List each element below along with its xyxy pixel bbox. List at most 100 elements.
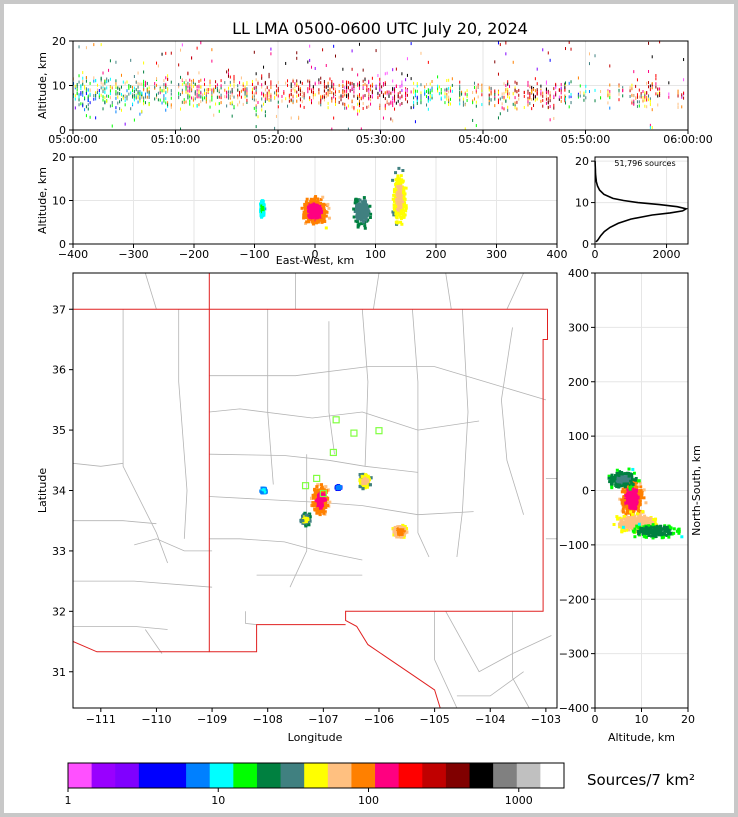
time-height-source: [307, 80, 308, 83]
time-height-source: [163, 79, 164, 82]
time-height-source: [641, 94, 642, 97]
time-height-source: [195, 92, 196, 95]
time-height-source: [80, 87, 81, 90]
time-height-source: [646, 91, 647, 94]
east-west-density-cell: [400, 174, 403, 177]
time-height-source: [184, 98, 185, 101]
time-height-source: [359, 81, 360, 84]
time-height-source: [377, 92, 378, 95]
time-height-source: [365, 94, 366, 97]
east-west-density-cell: [399, 221, 402, 224]
east-west-density-cell: [399, 182, 402, 185]
time-height-source: [206, 101, 207, 104]
time-height-source: [644, 105, 645, 108]
time-height-source: [398, 100, 399, 103]
time-height-source: [607, 90, 608, 93]
time-height-source: [527, 81, 528, 84]
time-height-source: [307, 61, 308, 64]
colorbar-swatch: [186, 763, 210, 788]
time-height-source: [269, 99, 270, 102]
time-height-source: [302, 95, 303, 98]
north-south-density-cell: [637, 479, 640, 482]
north-south-density-cell: [652, 518, 655, 521]
time-height-source: [417, 102, 418, 105]
time-height-source: [261, 92, 262, 95]
time-height-source: [655, 77, 656, 80]
time-height-source: [143, 61, 144, 64]
time-height-source: [132, 89, 133, 92]
time-height-source: [108, 69, 109, 72]
plan-view-tick-label: 33: [52, 545, 66, 558]
time-height-source: [580, 94, 581, 97]
time-height-source: [90, 116, 91, 119]
time-height-source: [407, 89, 408, 92]
time-height-source: [270, 95, 271, 98]
time-height-source: [413, 91, 414, 94]
time-height-source: [583, 99, 584, 102]
time-height-source: [646, 96, 647, 99]
north-south-density-cell: [631, 501, 634, 504]
time-height-source: [228, 97, 229, 100]
east-west-density-cell: [352, 208, 355, 211]
time-height-source: [276, 89, 277, 92]
time-height-source: [252, 88, 253, 91]
time-height-source: [123, 97, 124, 100]
time-height-source: [143, 70, 144, 73]
plan-view-density-cell: [320, 483, 323, 486]
time-height-source: [481, 86, 482, 89]
time-height-source: [213, 88, 214, 91]
time-height-source: [243, 103, 244, 106]
time-height-source: [476, 124, 477, 127]
east-west-density-cell: [354, 201, 357, 204]
north-south-tick-label: 100: [568, 430, 589, 443]
colorbar-swatch: [304, 763, 328, 788]
time-height-source: [154, 86, 155, 89]
time-height-source: [149, 103, 150, 106]
time-height-tick-label: 10: [52, 80, 66, 93]
time-height-source: [432, 94, 433, 97]
time-height-source: [335, 100, 336, 103]
time-height-source: [263, 94, 264, 97]
east-west-density-cell: [396, 212, 399, 215]
time-height-source: [265, 82, 266, 85]
time-height-source: [390, 117, 391, 120]
time-height-source: [635, 85, 636, 88]
east-west-tick-label: −300: [118, 248, 148, 261]
north-south-density-cell: [633, 488, 636, 491]
time-height-source: [326, 64, 327, 67]
time-height-source: [239, 81, 240, 84]
time-height-source: [619, 89, 620, 92]
time-height-source: [115, 61, 116, 64]
plan-view-density-cell: [361, 487, 364, 490]
time-height-source: [366, 106, 367, 109]
east-west-density-cell: [400, 217, 403, 220]
time-height-source: [565, 101, 566, 104]
time-height-source: [589, 90, 590, 93]
time-height-source: [678, 94, 679, 97]
time-height-source: [564, 86, 565, 89]
east-west-density-cell: [402, 203, 405, 206]
time-height-source: [186, 87, 187, 90]
time-height-source: [550, 59, 551, 62]
time-height-source: [326, 92, 327, 95]
time-height-source: [167, 103, 168, 106]
time-height-source: [228, 75, 229, 78]
time-height-source: [387, 91, 388, 94]
time-height-source: [77, 83, 78, 86]
time-height-source: [348, 105, 349, 108]
time-height-source: [241, 90, 242, 93]
time-height-source: [304, 106, 305, 109]
time-height-source: [648, 70, 649, 73]
east-west-density-cell: [356, 220, 359, 223]
colorbar-swatch: [517, 763, 541, 788]
time-height-source: [415, 90, 416, 93]
time-height-source: [230, 76, 231, 79]
time-height-source: [110, 89, 111, 92]
time-height-source: [134, 119, 135, 122]
time-height-source: [270, 86, 271, 89]
colorbar-swatch: [446, 763, 470, 788]
time-height-source: [426, 90, 427, 93]
north-south-density-cell: [641, 527, 644, 530]
time-height-source: [97, 91, 98, 94]
plan-view-density-cell: [324, 485, 327, 488]
